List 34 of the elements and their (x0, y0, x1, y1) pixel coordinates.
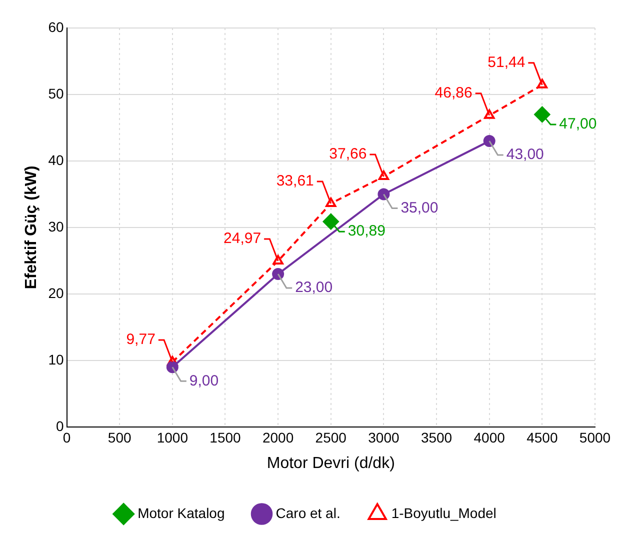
y-tick-label: 40 (48, 152, 64, 168)
data-label: 47,00 (559, 116, 597, 133)
data-label: 9,00 (189, 372, 219, 390)
x-tick-label: 2000 (262, 429, 294, 446)
data-label: 33,61 (276, 172, 314, 190)
y-tick-label: 50 (48, 85, 64, 102)
data-label: 43,00 (506, 146, 544, 164)
data-label: 37,66 (329, 146, 367, 163)
y-tick-label: 10 (48, 351, 64, 368)
data-label: 35,00 (400, 199, 438, 216)
x-tick-label: 5000 (579, 429, 611, 446)
x-tick-label: 3500 (420, 429, 452, 446)
legend-label: 1-Boyutlu_Model (391, 504, 496, 521)
x-tick-label: 4000 (474, 429, 506, 446)
legend-label: Motor Katalog (138, 504, 225, 521)
data-label: 30,89 (348, 222, 386, 240)
data-label: 24,97 (224, 230, 262, 248)
x-axis-title: Motor Devri (d/dk) (266, 454, 395, 472)
x-tick-label: 500 (108, 429, 132, 446)
y-axis-title: Efektif Güç (kW) (23, 166, 40, 290)
x-tick-label: 2500 (315, 429, 347, 446)
y-tick-label: 20 (48, 284, 64, 301)
data-label: 23,00 (295, 279, 333, 296)
legend-label: Caro et al. (276, 504, 340, 521)
x-tick-label: 1000 (156, 429, 188, 446)
x-tick-label: 1500 (210, 429, 242, 446)
y-tick-label: 30 (48, 218, 64, 234)
data-label: 51,44 (488, 54, 526, 72)
y-tick-label: 60 (48, 18, 64, 35)
x-tick-label: 3000 (368, 429, 400, 446)
data-label: 9,77 (126, 331, 156, 348)
x-tick-label: 4500 (526, 429, 558, 446)
data-label: 46,86 (434, 84, 472, 102)
y-tick-label: 0 (56, 418, 64, 434)
